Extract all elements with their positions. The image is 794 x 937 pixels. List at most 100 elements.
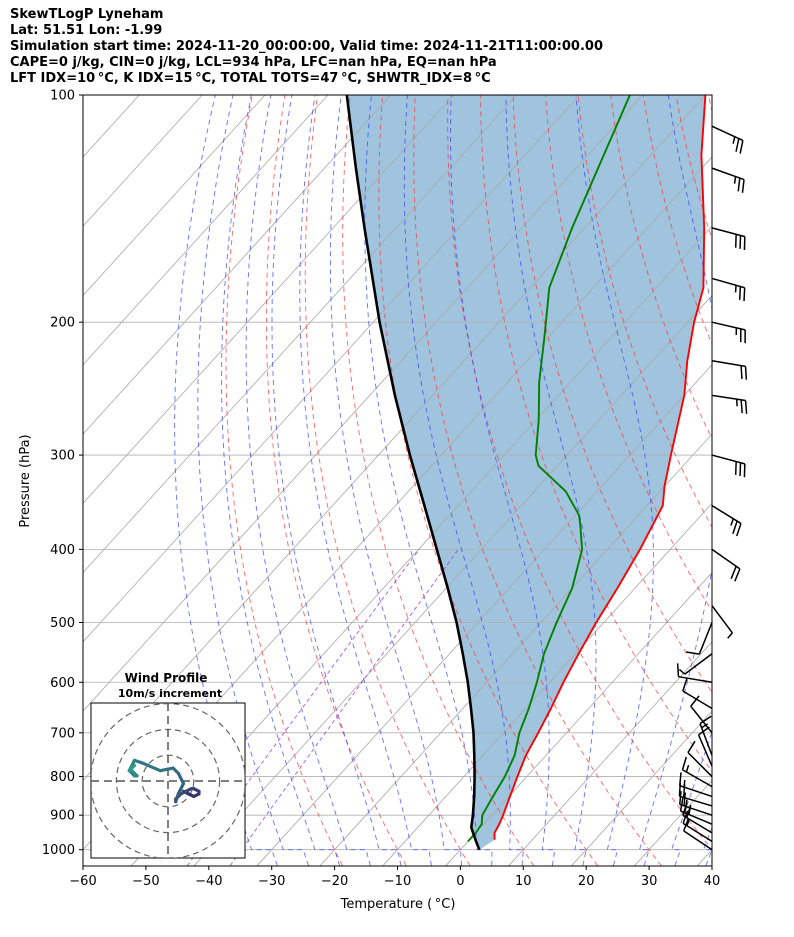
wind-barb [711,548,741,582]
dry-adiabat [774,95,794,866]
dry-adiabat [512,95,712,693]
isotherm-line [83,95,392,435]
mixing-ratio-line [229,549,459,866]
barb-staff [711,548,741,570]
moist-adiabat [638,95,712,866]
isotherm-line [83,95,203,227]
barb-half-flag [688,807,691,815]
x-tick-label: 20 [578,874,595,889]
moist-adiabat [271,95,402,866]
barb-staff [711,360,746,368]
x-axis-label: Temperature ( °C) [340,897,456,912]
hodograph-segment [130,763,137,770]
barb-staff [684,653,713,675]
wind-barb [711,504,742,537]
dry-adiabat [707,95,712,114]
y-tick-label: 600 [50,676,75,691]
barb-staff [678,675,713,684]
wind-barb [699,715,713,756]
moist-adiabat [197,95,310,866]
isotherm-line [83,95,517,574]
barb-staff [711,454,746,465]
barb-full-flag [687,740,696,753]
y-tick-label: 200 [50,316,75,331]
x-tick-label: 30 [641,874,658,889]
inset-subtitle: 10m/s increment [118,687,222,700]
barb-staff [711,227,746,238]
x-tick-label: −30 [258,874,285,889]
wind-barb [711,454,746,478]
barb-staff [711,321,746,331]
wind-barb [681,756,713,788]
adiabat-layer [174,95,794,866]
series-layer [345,95,707,851]
wind-barb [686,622,713,655]
isotherm-line [83,95,580,643]
moist-adiabat [450,95,556,866]
wind-barb [711,227,746,251]
wind-barb [711,605,734,639]
barb-full-flag [730,566,737,579]
hodograph-segment [158,766,175,773]
barb-staff [679,784,713,798]
barb-staff [711,605,734,634]
y-tick-label: 900 [50,809,75,824]
x-tick-label: 10 [515,874,532,889]
axis-ticks: −60 −50 −40 −30 −20 −10 0 10 20 30 40 100 200 300 400 5… [42,89,720,890]
x-tick-label: −60 [69,874,96,889]
barb-full-flag [734,568,741,582]
barb-full-flag [682,678,688,692]
wind-barb [711,360,748,380]
isotherm-line [83,95,329,366]
title-latlon: Lat: 51.51 Lon: -1.99 [10,23,163,38]
moist-adiabat [505,95,597,866]
barb-full-flag [744,366,748,380]
moist-adiabat [299,95,432,866]
y-tick-label: 800 [50,770,75,785]
isotherm-line [256,364,712,866]
wind-barb [679,797,713,825]
moist-adiabat [403,95,524,866]
barb-full-flag [683,792,687,806]
series-line-parcel [345,95,481,851]
barb-full-flag [678,791,682,805]
moist-adiabat [221,95,341,866]
barb-staff [687,751,713,778]
barb-staff [698,622,713,655]
y-tick-label: 300 [50,449,75,464]
dry-adiabat [342,95,535,866]
barb-staff [682,690,713,710]
y-axis-label: Pressure (hPa) [18,434,33,527]
isotherm-line [571,710,712,866]
title-times: Simulation start time: 2024-11-20_00:00:… [10,39,603,54]
dry-adiabat [479,95,712,773]
x-tick-label: −10 [384,874,411,889]
isotherm-line [319,433,712,866]
isotherm-line [83,95,455,504]
barb-full-flag [681,756,688,770]
dry-adiabat [577,95,712,528]
barb-staff [697,734,713,767]
isotherm-line [83,95,266,297]
moist-adiabat [575,95,654,866]
hodograph-segment [176,771,186,786]
plot-area [83,95,794,866]
barb-full-flag [740,365,743,380]
isotherm-line [382,502,712,866]
cape-shading-layer [346,95,706,850]
y-tick-label: 1000 [42,843,75,858]
x-tick-label: −40 [195,874,222,889]
barb-half-flag [678,668,686,675]
wind-barb [678,653,713,675]
barb-full-flag [738,286,742,300]
series-line-temperature [493,95,707,840]
barb-half-flag [733,176,737,184]
barb-full-flag [690,695,700,707]
barb-staff [682,769,713,788]
title-station: SkewTLogP Lyneham [10,7,164,22]
barb-staff [679,795,713,807]
barb-full-flag [741,179,745,193]
dry-adiabat [741,95,794,866]
wind-barb [711,321,746,344]
